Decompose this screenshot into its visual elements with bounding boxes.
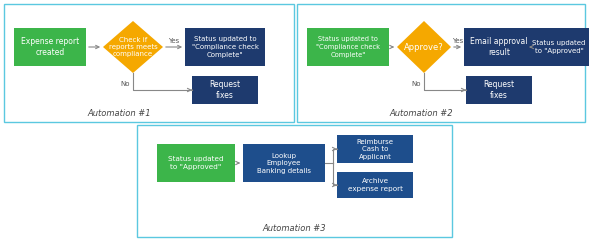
Polygon shape — [397, 21, 451, 73]
Text: Yes: Yes — [452, 38, 463, 44]
Text: Automation #2: Automation #2 — [389, 109, 453, 118]
Text: Status updated
to "Approved": Status updated to "Approved" — [532, 40, 585, 54]
FancyBboxPatch shape — [185, 28, 265, 66]
Text: Expense report
created: Expense report created — [21, 37, 79, 57]
Text: Status updated to
"Compliance check
Complete": Status updated to "Compliance check Comp… — [191, 36, 259, 58]
FancyBboxPatch shape — [14, 28, 86, 66]
FancyBboxPatch shape — [192, 76, 258, 104]
Text: Reimburse
Cash to
Applicant: Reimburse Cash to Applicant — [356, 139, 393, 159]
FancyBboxPatch shape — [307, 28, 389, 66]
Polygon shape — [103, 21, 163, 73]
FancyBboxPatch shape — [337, 172, 413, 198]
Text: Automation #1: Automation #1 — [87, 109, 151, 118]
Text: No: No — [412, 81, 421, 87]
Text: Approve?: Approve? — [404, 43, 444, 52]
FancyBboxPatch shape — [529, 28, 589, 66]
Text: No: No — [121, 81, 130, 87]
Text: Yes: Yes — [168, 38, 180, 44]
FancyBboxPatch shape — [157, 144, 235, 182]
Text: Status updated
to "Approved": Status updated to "Approved" — [168, 156, 224, 170]
Text: Request
fixes: Request fixes — [484, 80, 515, 100]
Text: Email approval
result: Email approval result — [470, 37, 528, 57]
Text: Request
fixes: Request fixes — [210, 80, 240, 100]
FancyBboxPatch shape — [337, 135, 413, 163]
Text: Status updated to
"Compliance check
Complete": Status updated to "Compliance check Comp… — [316, 36, 380, 58]
FancyBboxPatch shape — [466, 76, 532, 104]
FancyBboxPatch shape — [464, 28, 534, 66]
Text: Lookup
Employee
Banking details: Lookup Employee Banking details — [257, 153, 311, 174]
Text: Check if
reports meets
compliance: Check if reports meets compliance — [108, 37, 157, 57]
Text: Archive
expense report: Archive expense report — [348, 178, 402, 192]
FancyBboxPatch shape — [243, 144, 325, 182]
Text: Automation #3: Automation #3 — [263, 224, 326, 233]
